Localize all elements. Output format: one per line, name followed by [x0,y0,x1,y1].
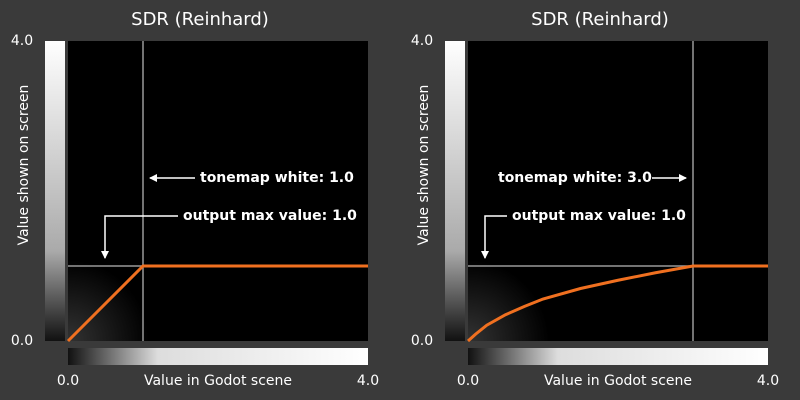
y-axis-label: Value shown on screen [16,85,32,246]
x-gradient-bar [468,348,768,365]
y-gradient-bar [445,41,465,341]
y-tick-label: 4.0 [11,33,33,49]
x-tick-label: 4.0 [757,373,779,389]
y-tick-label: 4.0 [411,33,433,49]
y-gradient-bar [45,41,65,341]
x-tick-label: 0.0 [57,373,79,389]
annotation: output max value: 1.0 [512,208,686,224]
x-axis-label: Value in Godot scene [544,373,692,389]
x-tick-label: 4.0 [357,373,379,389]
annotation-arrow [101,215,178,259]
x-gradient-bar [68,348,368,365]
annotation-arrow [481,215,507,259]
plot-area [468,41,768,341]
y-axis-label: Value shown on screen [416,85,432,246]
tonemap-curve [466,264,768,343]
annotation: tonemap white: 3.0 [498,170,652,186]
y-tick-label: 0.0 [411,333,433,349]
y-tick-label: 0.0 [11,333,33,349]
chart-title: SDR (Reinhard) [531,9,669,30]
x-axis-label: Value in Godot scene [144,373,292,389]
tonemap-curve [66,264,368,343]
annotation: output max value: 1.0 [183,208,357,224]
chart-title: SDR (Reinhard) [131,9,269,30]
x-tick-label: 0.0 [457,373,479,389]
annotation: tonemap white: 1.0 [200,170,354,186]
